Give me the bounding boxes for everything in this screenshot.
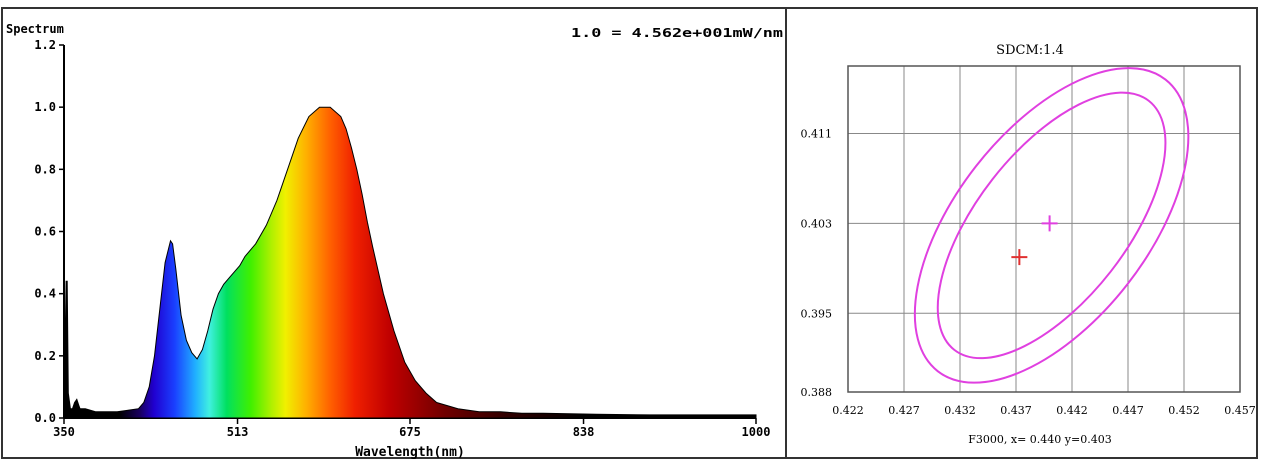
- spectrum-area: [63, 106, 757, 419]
- y-tick-label: 0.395: [801, 307, 833, 320]
- spectrum-chart: Spectrum 1.0 = 4.562e+001mW/nm Wavelengt…: [6, 22, 783, 460]
- y-tick-label: 0.388: [801, 386, 833, 399]
- sdcm-tick-labels: 0.422 0.427 0.432 0.437 0.442 0.447 0.452 0.457…: [801, 127, 1256, 417]
- x-tick-label: 838: [573, 425, 595, 439]
- x-tick-label: 350: [53, 425, 75, 439]
- x-tick-label: 0.427: [888, 404, 920, 417]
- x-tick-label: 0.447: [1112, 404, 1144, 417]
- scale-note: 1.0 = 4.562e+001mW/nm: [571, 26, 783, 40]
- y-tick-label: 0.4: [34, 287, 56, 301]
- sdcm-markers: [1011, 215, 1058, 266]
- y-tick-label: 1.0: [34, 100, 56, 114]
- y-tick-label: 0.411: [801, 127, 833, 140]
- y-tick-label: 0.0: [34, 411, 56, 425]
- x-tick-label: 1000: [742, 425, 771, 439]
- y-tick-label: 1.2: [34, 38, 56, 52]
- y-tick-label: 0.403: [801, 217, 833, 230]
- x-tick-label: 0.457: [1224, 404, 1256, 417]
- sdcm-point-marker: [1041, 215, 1058, 232]
- sdcm-point-marker: [1011, 249, 1028, 266]
- x-tick-label: 0.452: [1168, 404, 1200, 417]
- sdcm-ellipse-outer: [913, 67, 1190, 384]
- x-axis-label: Wavelength(nm): [355, 445, 465, 460]
- sdcm-title: SDCM:1.4: [996, 43, 1064, 58]
- y-tick-label: 0.2: [34, 349, 56, 363]
- spectrum-title: Spectrum: [6, 22, 64, 36]
- sdcm-ellipses: [913, 67, 1190, 384]
- x-tick-labels: 350 513 675 838 1000: [53, 418, 770, 439]
- sdcm-ellipse-inner: [936, 91, 1167, 360]
- sdcm-plot-border: [847, 65, 1241, 393]
- outer-border: [1, 7, 1258, 459]
- sdcm-grid: [847, 66, 1241, 393]
- x-tick-label: 513: [227, 425, 249, 439]
- x-tick-label: 0.432: [944, 404, 976, 417]
- sdcm-chart: SDCM:1.4 0.422 0.427 0.432 0.437 0.442 0.447 0…: [801, 43, 1256, 446]
- spectrum-area-layer: [63, 106, 757, 419]
- x-tick-label: 0.442: [1056, 404, 1088, 417]
- x-tick-label: 0.422: [832, 404, 864, 417]
- y-tick-labels: 0.0 0.2 0.4 0.6 0.8 1.0 1.2: [34, 38, 64, 425]
- sdcm-coordinate-readout: F3000, x= 0.440 y=0.403: [968, 433, 1111, 446]
- x-tick-label: 0.437: [1000, 404, 1032, 417]
- y-tick-label: 0.6: [34, 225, 56, 239]
- y-tick-label: 0.8: [34, 162, 56, 176]
- x-tick-label: 675: [399, 425, 421, 439]
